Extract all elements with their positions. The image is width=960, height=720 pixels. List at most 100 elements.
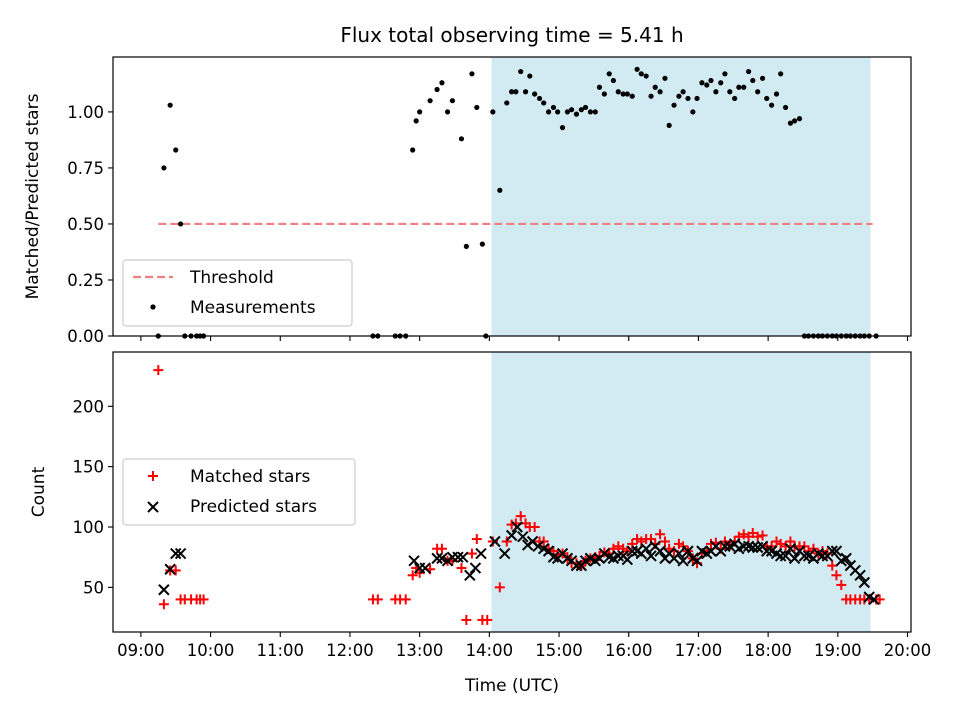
x-tick-label: 12:00 xyxy=(326,641,374,660)
matched-star-point xyxy=(752,531,763,542)
matched-legend-swatch xyxy=(148,471,158,481)
x-tick-label: 13:00 xyxy=(396,641,444,660)
predicted-star-points xyxy=(158,521,880,606)
measurement-point xyxy=(161,165,167,171)
predicted-star-point xyxy=(840,552,852,565)
predicted-star-point xyxy=(640,543,652,555)
measurement-point xyxy=(568,107,575,113)
measurement-point xyxy=(676,93,682,99)
matched-star-point xyxy=(158,599,169,610)
predicted-star-point xyxy=(677,555,689,567)
matched-star-point xyxy=(153,365,164,376)
predicted-star-point xyxy=(164,563,176,575)
measurement-point xyxy=(545,109,552,115)
count-x-ticks: 09:00 10:00 11:00 12:00 13:00 14:00 15:00 16:00… xyxy=(117,632,931,660)
x-tick-label: 19:00 xyxy=(814,641,862,660)
predicted-star-point xyxy=(784,543,797,555)
measurement-point xyxy=(555,109,561,115)
predicted-legend-swatch xyxy=(147,501,159,513)
measurement-point xyxy=(504,100,510,106)
chart-title: Flux total observing time = 5.41 h xyxy=(340,23,683,47)
predicted-star-point xyxy=(408,555,420,567)
measurement-point xyxy=(541,100,547,106)
matched-star-point xyxy=(400,594,411,605)
y-tick-label: 0.50 xyxy=(67,215,104,234)
predicted-star-point xyxy=(747,541,759,554)
measurement-point xyxy=(173,147,179,153)
measurement-point xyxy=(592,109,598,115)
measurement-point xyxy=(550,104,557,111)
matched-star-point xyxy=(757,530,768,541)
measurement-point xyxy=(497,187,503,193)
matched-star-point xyxy=(436,543,447,554)
ratio-legend: Threshold Measurements xyxy=(122,259,353,327)
measurement-point xyxy=(624,91,630,97)
measurement-point xyxy=(458,136,465,142)
ratio-panel: 0.00 0.25 0.50 0.75 1.00 Matched/Predicted s… xyxy=(23,56,912,346)
matched-star-point xyxy=(494,582,505,593)
measurement-point xyxy=(694,95,700,102)
matched-star-point xyxy=(831,570,842,581)
x-axis-label: Time (UTC) xyxy=(464,676,559,696)
measurement-point xyxy=(522,89,529,95)
predicted-star-point xyxy=(682,545,694,557)
measurement-point xyxy=(671,102,677,108)
measurement-point xyxy=(444,109,451,115)
x-tick-label: 15:00 xyxy=(535,641,583,660)
measurement-point xyxy=(792,118,798,124)
predicted-star-point xyxy=(788,552,801,565)
predicted-star-point xyxy=(457,551,469,563)
measurement-point xyxy=(167,102,173,108)
measurement-point xyxy=(620,91,626,97)
measurement-point xyxy=(755,89,761,95)
count-legend-box xyxy=(122,458,356,526)
count-y-axis-label: Count xyxy=(29,466,49,517)
matched-star-point xyxy=(659,536,670,547)
predicted-star-point xyxy=(830,545,843,557)
measurement-point xyxy=(759,75,766,81)
measurement-point xyxy=(727,89,733,95)
measurement-point xyxy=(648,93,654,99)
predicted-star-point xyxy=(645,550,657,562)
measurement-point xyxy=(732,95,738,102)
predicted-star-point xyxy=(158,584,170,596)
predicted-star-point xyxy=(854,569,866,581)
measurement-point xyxy=(463,243,469,249)
predicted-star-point xyxy=(719,540,731,553)
x-tick-label: 14:00 xyxy=(466,641,514,660)
measurement-point xyxy=(469,71,475,77)
measurement-point xyxy=(690,109,696,115)
measurement-point xyxy=(490,109,496,115)
matched-star-point xyxy=(471,534,482,545)
measurement-point xyxy=(417,109,423,115)
measurement-point xyxy=(479,241,485,247)
matched-star-point xyxy=(466,548,477,559)
predicted-legend-label: Predicted stars xyxy=(190,497,317,517)
matched-star-point xyxy=(482,614,493,625)
measurement-point xyxy=(666,122,672,128)
predicted-star-point xyxy=(431,552,443,565)
measurement-point xyxy=(587,109,594,115)
predicted-star-point xyxy=(761,545,773,557)
count-plot-frame xyxy=(112,351,912,633)
predicted-star-point xyxy=(691,555,703,567)
measurement-point xyxy=(178,221,184,227)
measurement-point xyxy=(410,147,416,153)
measurement-point xyxy=(787,120,794,126)
measurement-point xyxy=(559,124,566,131)
predicted-star-point xyxy=(174,547,187,560)
observing-window-shade xyxy=(491,352,871,632)
measurement-point xyxy=(606,71,612,77)
measurement-point xyxy=(680,89,686,95)
predicted-star-point xyxy=(469,562,482,574)
x-tick-label: 11:00 xyxy=(256,641,304,660)
matched-star-point xyxy=(827,560,838,571)
measurement-point xyxy=(582,104,589,111)
matched-star-point xyxy=(836,579,847,590)
count-y-ticks: 50 100 150 200 xyxy=(73,397,113,597)
predicted-star-point xyxy=(498,547,511,560)
predicted-star-point xyxy=(505,529,518,542)
y-tick-label: 1.00 xyxy=(67,103,104,122)
matched-star-point xyxy=(461,614,472,625)
